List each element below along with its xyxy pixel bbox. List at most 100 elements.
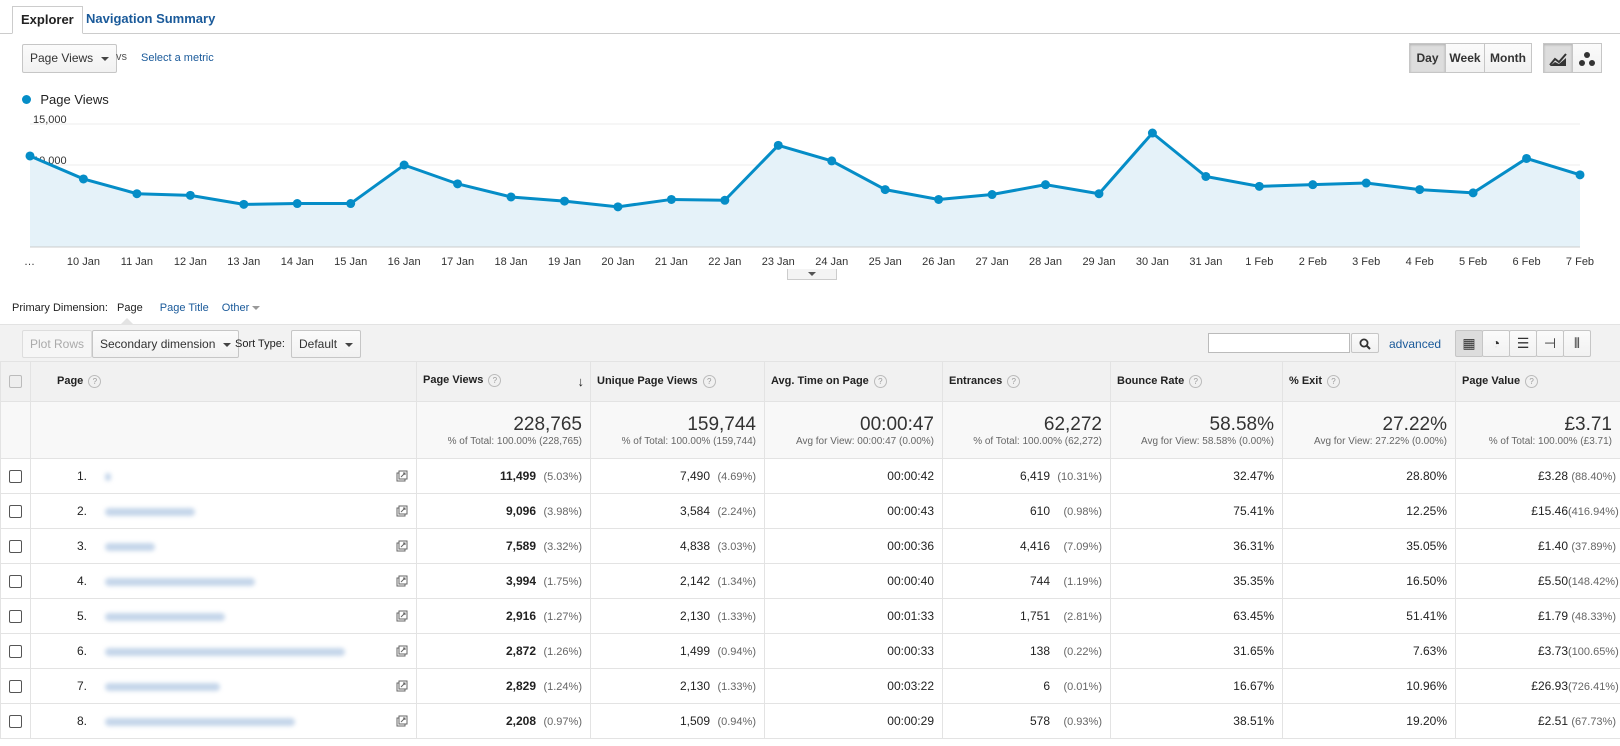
data-point[interactable] <box>239 199 249 209</box>
data-point[interactable] <box>25 151 35 161</box>
header-bounce-rate[interactable]: Bounce Rate? <box>1110 361 1283 402</box>
dimension-other[interactable]: Other <box>222 302 261 314</box>
row-checkbox[interactable] <box>9 540 22 554</box>
help-icon[interactable]: ? <box>88 375 102 388</box>
data-point[interactable] <box>292 199 302 209</box>
page-path-link[interactable] <box>105 647 345 656</box>
month-button[interactable]: Month <box>1484 43 1532 73</box>
data-point[interactable] <box>559 196 569 206</box>
select-all-checkbox[interactable] <box>9 375 22 388</box>
data-point[interactable] <box>506 192 516 202</box>
x-tick-label: 30 Jan <box>1136 256 1169 268</box>
data-point[interactable] <box>1575 170 1585 180</box>
search-button[interactable] <box>1351 333 1379 353</box>
x-tick-label: 18 Jan <box>495 256 528 268</box>
select-metric-link[interactable]: Select a metric <box>141 52 214 64</box>
help-icon[interactable]: ? <box>873 375 887 388</box>
bar-view-button[interactable]: ☰ <box>1509 330 1537 357</box>
page-path-link[interactable] <box>105 507 195 516</box>
pie-view-button[interactable]: ◔ <box>1482 330 1510 357</box>
open-link-icon[interactable] <box>396 610 408 622</box>
day-button[interactable]: Day <box>1409 43 1446 73</box>
row-checkbox[interactable] <box>9 470 22 484</box>
help-icon[interactable]: ? <box>1327 375 1341 388</box>
comparison-view-button[interactable]: ⊣ <box>1536 330 1564 357</box>
open-link-icon[interactable] <box>396 645 408 657</box>
data-point[interactable] <box>1147 128 1157 138</box>
data-point[interactable] <box>1522 153 1532 163</box>
line-chart-button[interactable] <box>1543 43 1573 73</box>
header-exit[interactable]: % Exit? <box>1282 361 1456 402</box>
header-page-views[interactable]: Page Views? ↓ <box>416 361 591 402</box>
data-point[interactable] <box>934 194 944 204</box>
data-point[interactable] <box>453 179 463 189</box>
plot-rows-button[interactable]: Plot Rows <box>22 330 93 358</box>
open-link-icon[interactable] <box>396 680 408 692</box>
data-point[interactable] <box>880 185 890 195</box>
dimension-page-title[interactable]: Page Title <box>159 302 209 314</box>
header-page[interactable]: Page? <box>30 361 417 402</box>
header-unique-page-views[interactable]: Unique Page Views? <box>590 361 765 402</box>
table-view-button[interactable]: ▦ <box>1455 330 1483 357</box>
advanced-filter-link[interactable]: advanced <box>1389 337 1442 351</box>
data-point[interactable] <box>1308 180 1318 190</box>
data-point[interactable] <box>1041 180 1051 190</box>
data-point[interactable] <box>1468 188 1478 198</box>
data-point[interactable] <box>1094 189 1104 199</box>
tab-navigation-summary[interactable]: Navigation Summary <box>86 11 216 26</box>
row-checkbox[interactable] <box>9 680 22 694</box>
data-point[interactable] <box>720 195 730 205</box>
data-point[interactable] <box>613 202 623 212</box>
row-checkbox[interactable] <box>9 575 22 589</box>
page-path-link[interactable] <box>105 542 155 551</box>
data-point[interactable] <box>827 156 837 166</box>
data-point[interactable] <box>1415 185 1425 195</box>
metric-dropdown[interactable]: Page Views <box>22 44 118 73</box>
help-icon[interactable]: ? <box>1525 375 1539 388</box>
unique-page-views-value: 7,490 <box>679 469 710 483</box>
help-icon[interactable]: ? <box>702 375 716 388</box>
open-link-icon[interactable] <box>396 470 408 482</box>
row-checkbox[interactable] <box>9 645 22 659</box>
row-checkbox[interactable] <box>9 610 22 624</box>
secondary-dimension-dropdown[interactable]: Secondary dimension <box>92 330 240 358</box>
pivot-view-button[interactable]: ⦀ <box>1563 330 1591 357</box>
page-path-link[interactable] <box>105 682 220 691</box>
open-link-icon[interactable] <box>396 575 408 587</box>
table-search-input[interactable] <box>1208 333 1350 353</box>
open-link-icon[interactable] <box>396 505 408 517</box>
row-checkbox[interactable] <box>9 505 22 519</box>
row-checkbox[interactable] <box>9 715 22 729</box>
data-point[interactable] <box>1201 171 1211 181</box>
page-path-link[interactable] <box>105 472 111 481</box>
page-path-link[interactable] <box>105 577 255 586</box>
data-point[interactable] <box>1361 178 1371 188</box>
table-row: 3. 7,589 (3.32%) 4,838 (3.03%) 00:00:36 4,416 (… <box>0 528 1620 564</box>
page-path-link[interactable] <box>105 612 225 621</box>
header-entrances[interactable]: Entrances? <box>942 361 1111 402</box>
sort-type-dropdown[interactable]: Default <box>291 330 362 358</box>
data-point[interactable] <box>185 190 195 200</box>
header-avg-time-on-page[interactable]: Avg. Time on Page? <box>764 361 943 402</box>
data-point[interactable] <box>346 199 356 209</box>
row-number: 6. <box>77 644 88 658</box>
data-point[interactable] <box>773 140 783 150</box>
chart-collapse-handle[interactable] <box>787 269 837 280</box>
data-point[interactable] <box>399 160 409 170</box>
header-page-value[interactable]: Page Value? <box>1455 361 1620 402</box>
help-icon[interactable]: ? <box>488 374 502 387</box>
data-point[interactable] <box>987 190 997 200</box>
data-point[interactable] <box>1254 181 1264 191</box>
help-icon[interactable]: ? <box>1189 375 1203 388</box>
motion-chart-button[interactable] <box>1572 43 1602 73</box>
data-point[interactable] <box>132 189 142 199</box>
data-point[interactable] <box>666 194 676 204</box>
open-link-icon[interactable] <box>396 715 408 727</box>
dimension-page[interactable]: Page <box>117 302 143 314</box>
week-button[interactable]: Week <box>1445 43 1485 73</box>
page-path-link[interactable] <box>105 717 295 726</box>
open-link-icon[interactable] <box>396 540 408 552</box>
data-point[interactable] <box>78 174 88 184</box>
help-icon[interactable]: ? <box>1007 375 1021 388</box>
tab-explorer[interactable]: Explorer <box>12 6 83 34</box>
